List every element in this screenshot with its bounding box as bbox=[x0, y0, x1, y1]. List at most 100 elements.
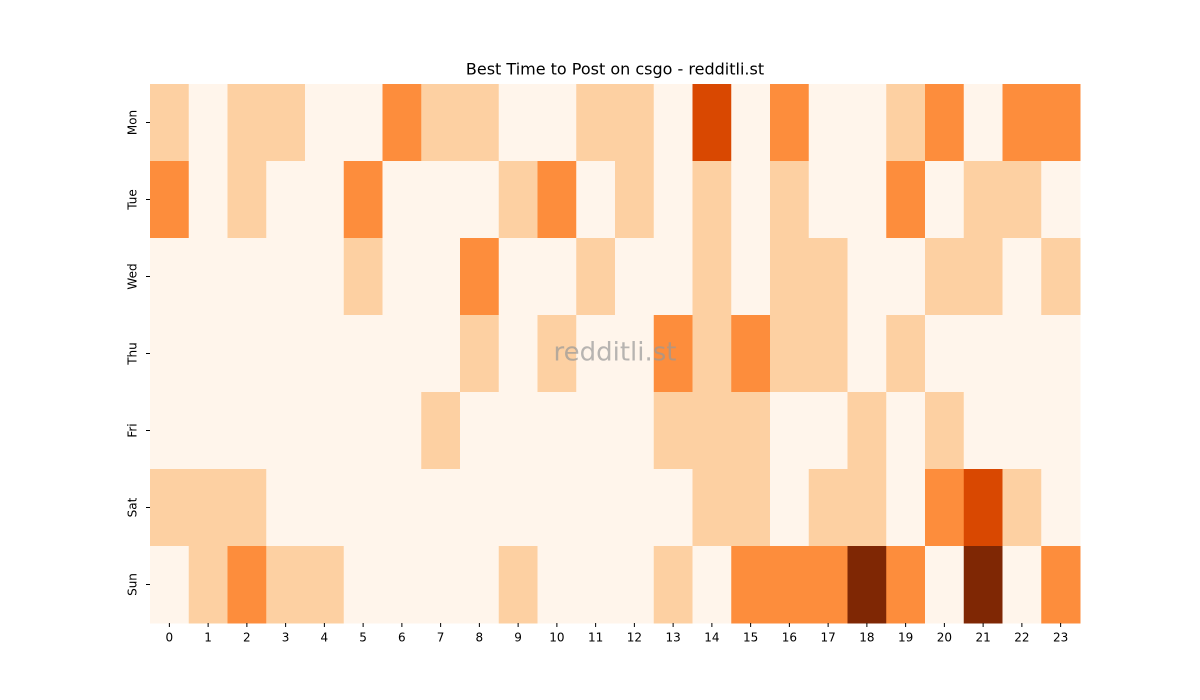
y-tick-label: Wed bbox=[126, 263, 140, 289]
heat-cell bbox=[537, 392, 577, 470]
heat-cell bbox=[305, 238, 345, 316]
heat-cell bbox=[653, 546, 693, 624]
heat-cell bbox=[731, 546, 771, 624]
heat-cell bbox=[925, 84, 965, 162]
heat-cell bbox=[343, 546, 383, 624]
x-tick-label: 21 bbox=[975, 631, 990, 645]
heat-cell bbox=[266, 238, 306, 316]
x-tick-label: 2 bbox=[243, 631, 251, 645]
heat-cell bbox=[188, 392, 228, 470]
heat-cell bbox=[150, 469, 190, 547]
heat-cell bbox=[188, 546, 228, 624]
heat-cell bbox=[847, 392, 887, 470]
heat-cell bbox=[266, 315, 306, 393]
heat-cell bbox=[227, 546, 267, 624]
heat-cell bbox=[576, 546, 616, 624]
x-tick-label: 19 bbox=[898, 631, 913, 645]
x-tick-label: 23 bbox=[1053, 631, 1068, 645]
heat-cell bbox=[460, 469, 500, 547]
heat-cell bbox=[421, 161, 461, 239]
x-tick-label: 6 bbox=[398, 631, 406, 645]
x-tick-label: 18 bbox=[859, 631, 874, 645]
heat-cell bbox=[692, 161, 732, 239]
heat-cell bbox=[343, 315, 383, 393]
heat-cell bbox=[653, 392, 693, 470]
heat-cell bbox=[847, 238, 887, 316]
heat-cell bbox=[1002, 469, 1042, 547]
heat-cell bbox=[692, 238, 732, 316]
heat-cell bbox=[537, 161, 577, 239]
heat-cell bbox=[847, 84, 887, 162]
heat-cell bbox=[615, 161, 655, 239]
heat-cell bbox=[963, 469, 1003, 547]
heat-cell bbox=[731, 392, 771, 470]
heat-cell bbox=[498, 238, 538, 316]
heat-cell bbox=[731, 469, 771, 547]
x-tick-label: 11 bbox=[588, 631, 603, 645]
heat-cell bbox=[188, 161, 228, 239]
heat-cell bbox=[460, 161, 500, 239]
heat-cell bbox=[421, 84, 461, 162]
heat-cell bbox=[227, 315, 267, 393]
heat-cell bbox=[1041, 161, 1081, 239]
heat-cell bbox=[731, 161, 771, 239]
heat-cell bbox=[150, 315, 190, 393]
heat-cell bbox=[770, 238, 810, 316]
heat-cell bbox=[498, 84, 538, 162]
heat-cell bbox=[1041, 469, 1081, 547]
y-tick-label: Tue bbox=[126, 189, 140, 211]
heat-cell bbox=[963, 238, 1003, 316]
heat-cell bbox=[576, 238, 616, 316]
y-tick-label: Thu bbox=[126, 342, 140, 366]
heat-cell bbox=[770, 392, 810, 470]
heat-cell bbox=[1002, 546, 1042, 624]
heat-cell bbox=[847, 315, 887, 393]
heat-cell bbox=[576, 315, 616, 393]
heat-cell bbox=[1041, 546, 1081, 624]
x-tick-label: 10 bbox=[549, 631, 564, 645]
heat-cell bbox=[1002, 84, 1042, 162]
heat-cell bbox=[576, 161, 616, 239]
x-tick-label: 0 bbox=[166, 631, 174, 645]
heat-cell bbox=[498, 546, 538, 624]
heat-cell bbox=[692, 315, 732, 393]
heat-cell bbox=[963, 315, 1003, 393]
heat-cell bbox=[1041, 84, 1081, 162]
heat-cell bbox=[925, 238, 965, 316]
x-tick-label: 9 bbox=[514, 631, 522, 645]
x-tick-label: 1 bbox=[204, 631, 212, 645]
heat-cell bbox=[808, 238, 848, 316]
heat-cell bbox=[537, 84, 577, 162]
heat-cell bbox=[266, 469, 306, 547]
heat-cell bbox=[421, 469, 461, 547]
y-tick-label: Sat bbox=[126, 497, 140, 517]
heat-cell bbox=[615, 392, 655, 470]
heat-cell bbox=[188, 315, 228, 393]
heat-cell bbox=[343, 84, 383, 162]
heat-cell bbox=[808, 546, 848, 624]
heat-cell bbox=[808, 315, 848, 393]
heat-cell bbox=[731, 84, 771, 162]
heat-cell bbox=[305, 546, 345, 624]
heat-cell bbox=[421, 315, 461, 393]
heat-cell bbox=[421, 392, 461, 470]
heat-cell bbox=[537, 546, 577, 624]
heat-cell bbox=[886, 84, 926, 162]
heat-cell bbox=[343, 161, 383, 239]
heat-cell bbox=[150, 161, 190, 239]
heat-cell bbox=[343, 469, 383, 547]
heat-cell bbox=[770, 546, 810, 624]
heat-cell bbox=[925, 546, 965, 624]
x-tick-label: 22 bbox=[1014, 631, 1029, 645]
heat-cell bbox=[460, 84, 500, 162]
heat-cell bbox=[925, 392, 965, 470]
heat-cell bbox=[925, 161, 965, 239]
heat-cell bbox=[653, 84, 693, 162]
heat-cell bbox=[421, 546, 461, 624]
heat-cell bbox=[266, 161, 306, 239]
heat-cell bbox=[188, 238, 228, 316]
heat-cell bbox=[537, 238, 577, 316]
heat-cell bbox=[305, 392, 345, 470]
heat-cell bbox=[770, 84, 810, 162]
heat-cell bbox=[692, 469, 732, 547]
